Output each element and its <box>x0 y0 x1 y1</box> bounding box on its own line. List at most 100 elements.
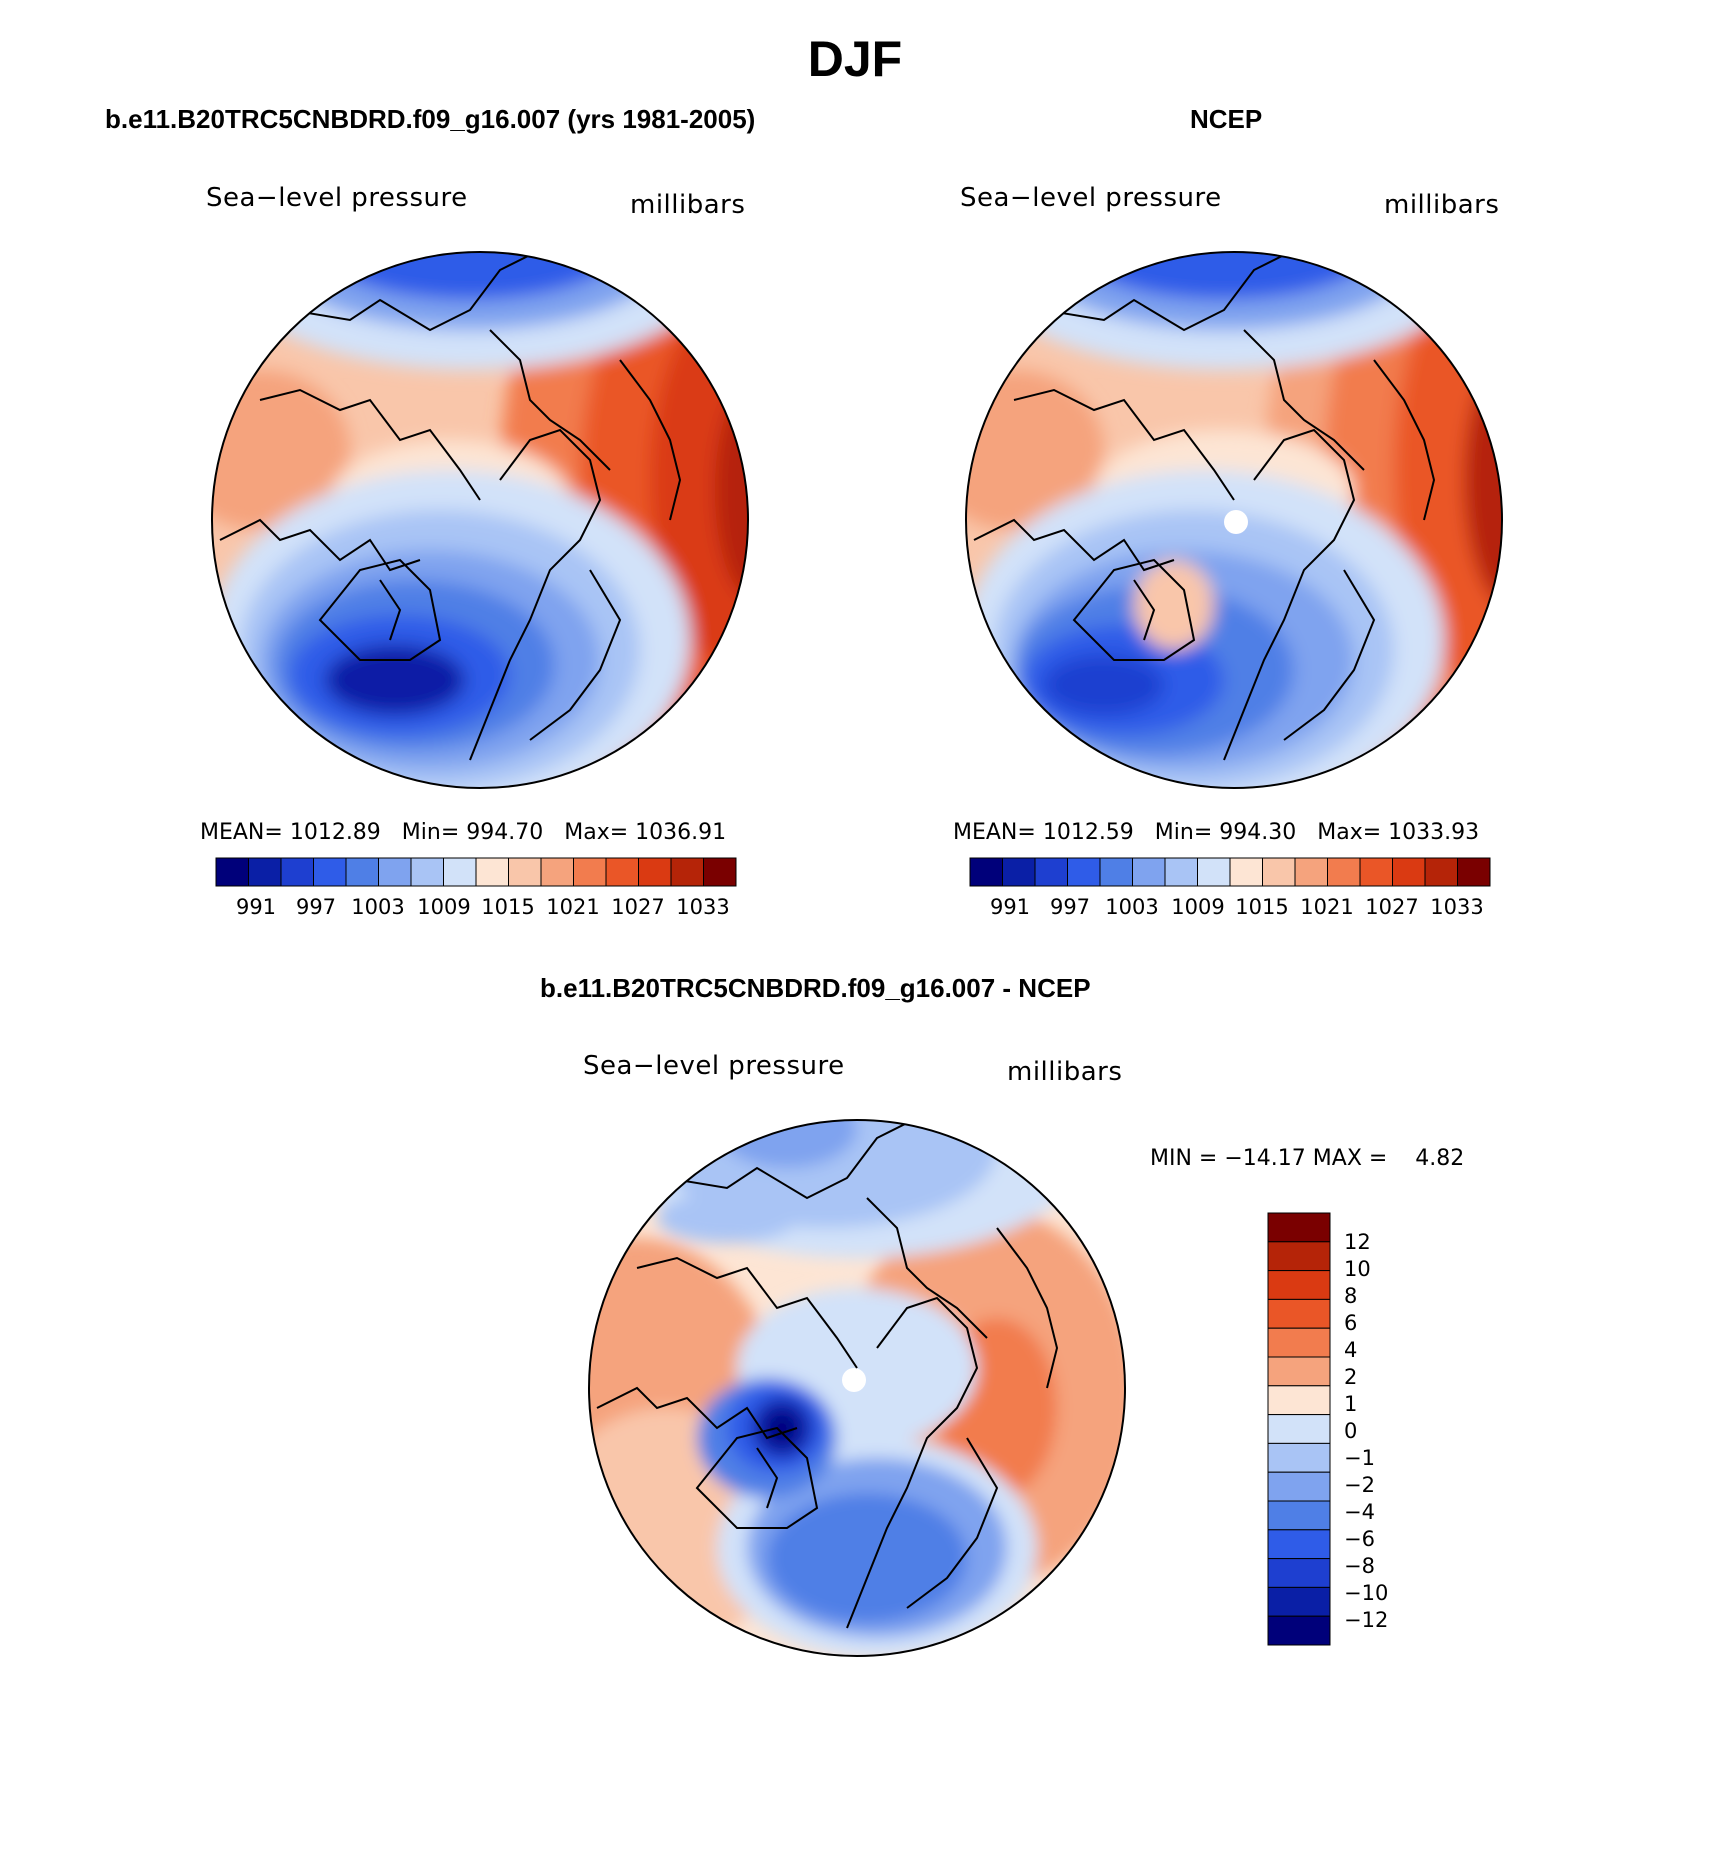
cbar-tick: −12 <box>1344 1608 1389 1632</box>
cbar-tick: 1015 <box>1235 895 1289 919</box>
panel-model-units: millibars <box>630 190 746 220</box>
colorbar-swatch <box>1359 857 1393 887</box>
cbar-tick: 10 <box>1344 1257 1371 1281</box>
colorbar-swatch <box>1267 1327 1331 1358</box>
colorbar-swatch <box>1267 1500 1331 1531</box>
cbar-tick: 1033 <box>1430 895 1484 919</box>
colorbar-swatch <box>1267 1529 1331 1560</box>
panel-ncep-colorbar <box>969 857 1491 887</box>
cbar-tick: −4 <box>1344 1500 1375 1524</box>
panel-ncep-units: millibars <box>1384 190 1500 220</box>
colorbar-swatch <box>1099 857 1133 887</box>
cbar-tick: 1027 <box>1365 895 1419 919</box>
diff-map-border <box>588 1119 1126 1657</box>
colorbar-swatch <box>1229 857 1263 887</box>
cbar-tick: 991 <box>235 895 277 919</box>
panel-model-colorbar-labels: 991 997 1003 1009 1015 1021 1027 1033 <box>216 895 736 921</box>
colorbar-swatch <box>573 857 607 887</box>
panel-model-map <box>211 251 749 789</box>
cbar-tick: 1027 <box>611 895 665 919</box>
panel-model-variable: Sea−level pressure <box>206 183 468 213</box>
cbar-tick: 6 <box>1344 1311 1358 1335</box>
colorbar-swatch <box>313 857 347 887</box>
colorbar-swatch <box>345 857 379 887</box>
cbar-tick: −1 <box>1344 1446 1375 1470</box>
panel-diff-colorbar-labels: 12 10 8 6 4 2 1 0 −1 −2 −4 −6 −8 −10 −12 <box>1344 1213 1424 1645</box>
cbar-tick: 1003 <box>1105 895 1159 919</box>
cbar-tick: 1009 <box>417 895 471 919</box>
cbar-tick: 1021 <box>546 895 600 919</box>
ncep-mean-value: 1012.59 <box>1042 820 1134 845</box>
colorbar-swatch <box>475 857 509 887</box>
panel-model-colorbar <box>215 857 737 887</box>
colorbar-swatch <box>1267 1385 1331 1416</box>
colorbar-swatch <box>248 857 282 887</box>
panel-ncep-header: NCEP <box>1190 104 1263 134</box>
colorbar-swatch <box>443 857 477 887</box>
ncep-min-value: 994.30 <box>1219 820 1297 845</box>
diff-min-value: −14.17 <box>1224 1146 1306 1171</box>
colorbar-swatch <box>1267 1241 1331 1272</box>
colorbar-swatch <box>1267 1586 1331 1617</box>
colorbar-swatch <box>1267 1615 1331 1646</box>
cbar-tick: 8 <box>1344 1284 1358 1308</box>
model-max-value: 1036.91 <box>635 820 727 845</box>
colorbar-swatch <box>540 857 574 887</box>
diff-max-value: 4.82 <box>1415 1146 1465 1171</box>
model-map-border <box>211 251 749 789</box>
cbar-tick: 12 <box>1344 1230 1371 1254</box>
colorbar-swatch <box>1267 1270 1331 1300</box>
ncep-slp-field <box>966 252 1502 788</box>
cbar-tick: 997 <box>1049 895 1091 919</box>
panel-diff-map <box>588 1119 1126 1657</box>
cbar-tick: 4 <box>1344 1338 1358 1362</box>
colorbar-swatch <box>1164 857 1198 887</box>
page-title: DJF <box>807 31 903 87</box>
ncep-map-border <box>965 251 1503 789</box>
panel-diff-variable: Sea−level pressure <box>583 1051 845 1081</box>
panel-ncep-map <box>965 251 1503 789</box>
colorbar-swatch <box>1327 857 1361 887</box>
cbar-tick: 1033 <box>676 895 730 919</box>
colorbar-swatch <box>1457 857 1491 887</box>
colorbar-swatch <box>638 857 672 887</box>
cbar-tick: 1021 <box>1300 895 1354 919</box>
colorbar-swatch <box>410 857 444 887</box>
cbar-tick: 1015 <box>481 895 535 919</box>
panel-ncep-colorbar-labels: 991 997 1003 1009 1015 1021 1027 1033 <box>970 895 1490 921</box>
colorbar-swatch <box>1424 857 1458 887</box>
colorbar-swatch <box>378 857 412 887</box>
colorbar-swatch <box>1392 857 1426 887</box>
colorbar-swatch <box>1267 1442 1331 1473</box>
colorbar-swatch <box>1294 857 1328 887</box>
panel-diff-colorbar <box>1267 1212 1331 1646</box>
panel-model-stats: MEAN= 1012.89 Min= 994.70 Max= 1036.91 <box>200 820 727 845</box>
cbar-tick: −2 <box>1344 1473 1375 1497</box>
diff-slp-field <box>589 1120 1125 1656</box>
panel-model-header: b.e11.B20TRC5CNBDRD.f09_g16.007 (yrs 198… <box>105 104 756 134</box>
panel-diff-units: millibars <box>1007 1057 1123 1087</box>
cbar-tick: 997 <box>295 895 337 919</box>
colorbar-swatch <box>1267 1298 1331 1329</box>
cbar-tick: 1009 <box>1171 895 1225 919</box>
model-mean-value: 1012.89 <box>289 820 381 845</box>
colorbar-swatch <box>1267 1471 1331 1502</box>
colorbar-swatch <box>670 857 704 887</box>
cbar-tick: −6 <box>1344 1527 1375 1551</box>
colorbar-swatch <box>605 857 639 887</box>
cbar-tick: −10 <box>1344 1581 1389 1605</box>
colorbar-swatch <box>1262 857 1296 887</box>
panel-ncep-stats: MEAN= 1012.59 Min= 994.30 Max= 1033.93 <box>953 820 1480 845</box>
colorbar-swatch <box>1034 857 1068 887</box>
colorbar-swatch <box>280 857 314 887</box>
panel-diff-stats: MIN = −14.17 MAX = 4.82 <box>1150 1146 1465 1171</box>
cbar-tick: 1 <box>1344 1392 1358 1416</box>
panel-diff-header: b.e11.B20TRC5CNBDRD.f09_g16.007 - NCEP <box>540 973 1091 1003</box>
colorbar-swatch <box>1132 857 1166 887</box>
cbar-tick: 991 <box>989 895 1031 919</box>
colorbar-swatch <box>1267 1356 1331 1387</box>
colorbar-swatch <box>508 857 542 887</box>
cbar-tick: −8 <box>1344 1554 1375 1578</box>
colorbar-swatch <box>1197 857 1231 887</box>
panel-ncep-variable: Sea−level pressure <box>960 183 1222 213</box>
